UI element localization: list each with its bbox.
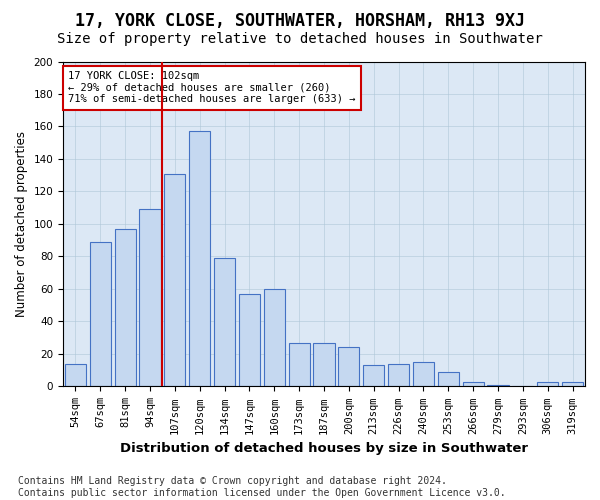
- Text: 17 YORK CLOSE: 102sqm
← 29% of detached houses are smaller (260)
71% of semi-det: 17 YORK CLOSE: 102sqm ← 29% of detached …: [68, 71, 356, 104]
- Bar: [264, 289, 285, 386]
- Y-axis label: Number of detached properties: Number of detached properties: [15, 131, 28, 317]
- Bar: [115, 229, 136, 386]
- Bar: [239, 294, 260, 386]
- Bar: [189, 132, 210, 386]
- Text: 17, YORK CLOSE, SOUTHWATER, HORSHAM, RH13 9XJ: 17, YORK CLOSE, SOUTHWATER, HORSHAM, RH1…: [75, 12, 525, 30]
- Text: Size of property relative to detached houses in Southwater: Size of property relative to detached ho…: [57, 32, 543, 46]
- Bar: [463, 382, 484, 386]
- Bar: [139, 210, 161, 386]
- Bar: [562, 382, 583, 386]
- Bar: [338, 348, 359, 387]
- Bar: [65, 364, 86, 386]
- Bar: [164, 174, 185, 386]
- Bar: [413, 362, 434, 386]
- Bar: [487, 385, 509, 386]
- Text: Contains HM Land Registry data © Crown copyright and database right 2024.
Contai: Contains HM Land Registry data © Crown c…: [18, 476, 506, 498]
- Bar: [313, 342, 335, 386]
- Bar: [289, 342, 310, 386]
- X-axis label: Distribution of detached houses by size in Southwater: Distribution of detached houses by size …: [120, 442, 528, 455]
- Bar: [363, 366, 384, 386]
- Bar: [438, 372, 459, 386]
- Bar: [537, 382, 558, 386]
- Bar: [388, 364, 409, 386]
- Bar: [90, 242, 111, 386]
- Bar: [214, 258, 235, 386]
